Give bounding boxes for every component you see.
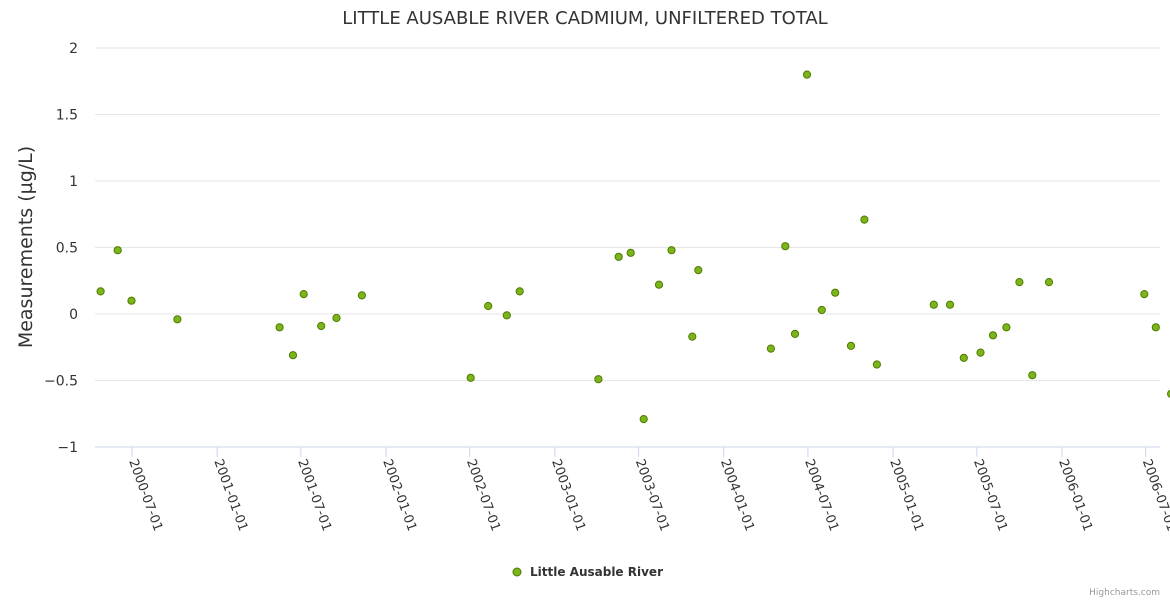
data-point[interactable] [275,323,284,332]
x-tick-label: 2002-01-01 [379,457,419,533]
data-point[interactable] [802,70,812,79]
data-point[interactable] [173,315,182,324]
x-tick-label: 2006-01-01 [1055,457,1095,533]
data-point[interactable] [299,290,308,299]
x-tick-label: 2002-07-01 [463,457,503,533]
x-tick-label: 2000-07-01 [125,457,165,533]
data-point[interactable] [688,332,697,341]
data-point[interactable] [1044,278,1054,287]
data-point[interactable] [831,288,840,297]
data-point[interactable] [502,311,511,320]
x-tick-label: 2006-07-01 [1139,457,1170,533]
data-point[interactable] [1167,389,1170,398]
x-tick-label: 2005-07-01 [970,457,1010,533]
legend[interactable]: Little Ausable River [512,565,663,579]
chart-title: LITTLE AUSABLE RIVER CADMIUM, UNFILTERED… [342,8,827,29]
data-point[interactable] [466,373,475,382]
data-point[interactable] [781,242,790,251]
y-tick-label: 2 [69,41,78,57]
data-point[interactable] [127,296,136,305]
data-point[interactable] [639,415,648,424]
legend-marker [512,567,522,577]
legend-label[interactable]: Little Ausable River [530,565,663,579]
data-point[interactable] [288,351,298,360]
data-point[interactable] [332,313,341,323]
data-point[interactable] [1151,323,1160,332]
data-point[interactable] [846,341,856,350]
data-point[interactable] [614,252,623,261]
data-point[interactable] [1028,371,1037,380]
y-tick-label: −1 [57,440,78,456]
x-tick-label: 2003-07-01 [632,457,672,533]
data-points [96,70,1170,424]
data-point[interactable] [860,215,869,224]
x-tick-label: 2004-07-01 [801,457,841,533]
data-point[interactable] [654,280,664,289]
data-point[interactable] [988,331,998,340]
y-tick-label: 0 [69,307,78,323]
x-tick-label: 2004-01-01 [717,457,757,533]
y-axis-label: Measurements (µg/L) [15,146,37,348]
data-point[interactable] [929,300,938,309]
y-tick-label: 1.5 [56,108,78,124]
data-point[interactable] [1002,323,1011,332]
data-point[interactable] [357,291,366,300]
x-tick-label: 2001-01-01 [210,457,250,533]
y-tick-label: 0.5 [56,241,78,257]
data-point[interactable] [113,246,122,255]
data-point[interactable] [959,353,968,362]
data-point[interactable] [96,287,105,296]
y-axis-ticks: 2 1.5 1 0.5 0 −0.5 −1 [44,41,78,456]
data-point[interactable] [1015,278,1024,287]
data-point[interactable] [790,329,800,338]
data-point[interactable] [515,287,524,296]
data-point[interactable] [1140,290,1149,299]
data-point[interactable] [694,266,703,275]
data-point[interactable] [484,301,493,311]
data-point[interactable] [766,344,776,353]
data-point[interactable] [626,248,635,257]
data-point[interactable] [667,246,676,255]
gridlines [95,47,1160,381]
y-tick-label: −0.5 [44,374,78,390]
x-tick-label: 2001-07-01 [294,457,334,533]
y-tick-label: 1 [69,174,78,190]
data-point[interactable] [976,348,985,357]
x-tick-label: 2003-01-01 [548,457,588,533]
data-point[interactable] [594,375,603,384]
data-point[interactable] [945,300,955,309]
credits-link[interactable]: Highcharts.com [1089,588,1160,598]
x-axis-ticks: 2000-07-01 2001-01-01 2001-07-01 2002-01-01… [125,447,1170,533]
data-point[interactable] [872,360,882,369]
data-point[interactable] [817,305,826,315]
data-point[interactable] [317,321,326,331]
x-tick-label: 2005-01-01 [886,457,926,533]
